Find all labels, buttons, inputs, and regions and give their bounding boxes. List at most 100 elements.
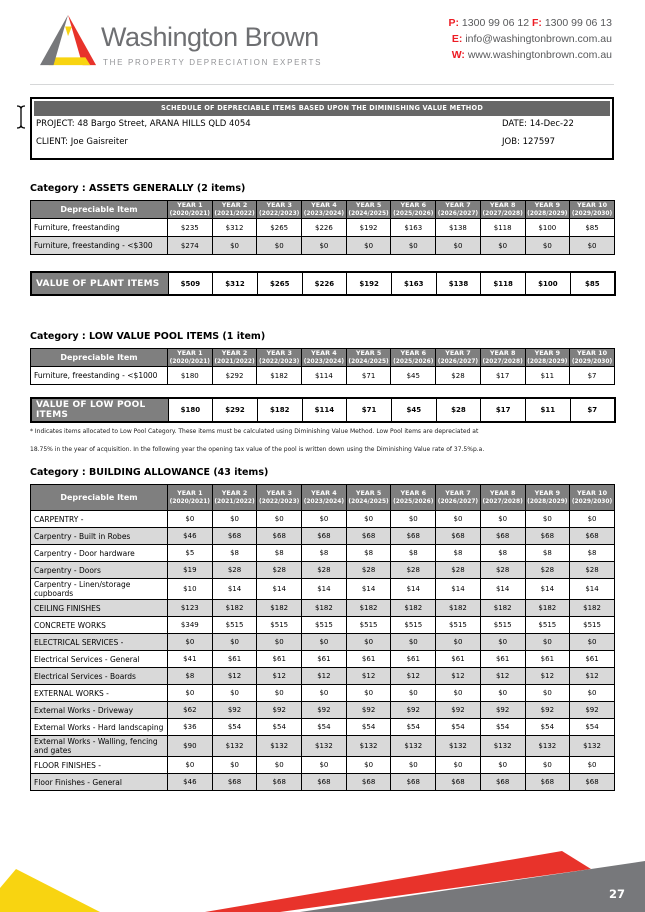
value-cell: $54 — [301, 718, 347, 736]
year-label: YEAR 7 — [445, 489, 471, 497]
value-cell: $12 — [479, 667, 526, 685]
value-cell: $0 — [167, 684, 213, 702]
year-range: (2024/2025) — [348, 359, 389, 365]
value-cell: $0 — [435, 756, 481, 774]
value-cell: $68 — [211, 527, 258, 545]
value-cell: $54 — [435, 718, 481, 736]
value-cell: $235 — [167, 218, 213, 237]
year-label: YEAR 6 — [400, 201, 427, 210]
value-cell: $46 — [167, 527, 213, 545]
value-cell: $349 — [167, 616, 213, 634]
value-cell: $515 — [524, 616, 571, 634]
year-label: YEAR 4 — [311, 201, 337, 210]
depreciable-item-cell: ELECTRICAL SERVICES - — [30, 633, 168, 651]
project-label: PROJECT: — [36, 119, 75, 129]
table-body: CARPENTRY - $0 $0 $0 $0 $0 $0 $0 $0 $0 $0 Carpentry… — [30, 510, 615, 791]
value-cell: $0 — [256, 236, 303, 255]
table-head: Depreciable Item YEAR 1 (2020/2021) YEAR 2 (… — [30, 484, 615, 511]
value-cell: $0 — [301, 684, 347, 702]
value-cell: $515 — [256, 616, 303, 634]
value-cell: $28 — [435, 561, 481, 579]
year-header-cell: YEAR 4 (2023/2024) — [301, 484, 347, 511]
value-cell: $14 — [435, 578, 481, 600]
year-range: (2023/2024) — [303, 359, 345, 365]
table-row: External Works - Hard landscaping $36 $54 $… — [30, 718, 615, 736]
value-cell: $0 — [390, 510, 437, 528]
value-cell: $182 — [256, 366, 303, 385]
value-cell: $68 — [435, 527, 481, 545]
year-label: YEAR 8 — [489, 201, 516, 210]
year-header-cell: YEAR 2 (2021/2022) — [211, 348, 258, 367]
total-value-cell: $71 — [346, 397, 392, 423]
year-range: (2023/2024) — [303, 211, 345, 217]
email-address: info@washingtonbrown.com.au — [465, 33, 612, 45]
value-cell: $68 — [524, 527, 571, 545]
value-cell: $0 — [345, 510, 392, 528]
value-cell: $61 — [301, 650, 347, 668]
year-header-cell: YEAR 3 (2022/2023) — [256, 484, 303, 511]
total-value-cell: $85 — [569, 271, 616, 296]
value-cell: $515 — [390, 616, 437, 634]
table-row: Carpentry - Linen/storage cupboards $10 $1… — [30, 578, 615, 600]
value-cell: $45 — [390, 366, 437, 385]
total-value-cell: $163 — [390, 271, 437, 296]
value-cell: $515 — [345, 616, 392, 634]
value-cell: $182 — [569, 599, 615, 617]
value-cell: $515 — [301, 616, 347, 634]
year-header-cell: YEAR 3 (2022/2023) — [256, 200, 303, 219]
web-label: W: — [451, 49, 465, 61]
value-cell: $5 — [167, 544, 213, 562]
value-cell: $0 — [569, 684, 615, 702]
value-cell: $10 — [167, 578, 213, 600]
depreciable-item-cell: CEILING FINISHES — [30, 599, 168, 617]
value-cell: $61 — [390, 650, 437, 668]
value-cell: $0 — [479, 756, 526, 774]
value-cell: $46 — [167, 773, 213, 791]
value-cell: $14 — [301, 578, 347, 600]
value-cell: $182 — [211, 599, 258, 617]
value-cell: $68 — [569, 527, 615, 545]
value-cell: $0 — [479, 236, 526, 255]
year-label: YEAR 1 — [177, 201, 203, 210]
total-value-cell: $28 — [435, 397, 482, 423]
value-cell: $132 — [211, 735, 258, 757]
value-cell: $0 — [390, 633, 437, 651]
value-cell: $12 — [301, 667, 347, 685]
year-header-cell: YEAR 1 (2020/2021) — [167, 484, 213, 511]
year-range: (2028/2029) — [527, 211, 568, 217]
value-cell: $90 — [167, 735, 213, 757]
value-cell: $28 — [301, 561, 347, 579]
value-cell: $68 — [256, 773, 303, 791]
total-value-cell: $182 — [256, 397, 303, 423]
value-cell: $92 — [345, 701, 392, 719]
value-cell: $515 — [569, 616, 615, 634]
value-cell: $118 — [479, 218, 526, 237]
table-row: CONCRETE WORKS $349 $515 $515 $515 $515 $515 $5… — [30, 616, 615, 634]
total-value-cell: $180 — [167, 397, 214, 423]
value-cell: $68 — [345, 527, 392, 545]
value-cell: $68 — [479, 527, 526, 545]
value-cell: $515 — [211, 616, 258, 634]
table-row: Electrical Services - Boards $8 $12 $12 $12 $… — [30, 667, 615, 685]
year-range: (2027/2028) — [482, 211, 523, 217]
table-row: Carpentry - Door hardware $5 $8 $8 $8 $8 $8 $8 $… — [30, 544, 615, 562]
value-cell: $0 — [167, 756, 213, 774]
depreciable-item-cell: External Works - Driveway — [30, 701, 168, 719]
contact-phone-fax: P: 1300 99 06 12 F: 1300 99 06 13 — [449, 15, 613, 31]
value-cell: $68 — [301, 773, 347, 791]
value-cell: $68 — [479, 773, 526, 791]
value-cell: $192 — [345, 218, 392, 237]
year-range: (2028/2029) — [527, 359, 568, 365]
client-name: Joe Gaisreiter — [70, 137, 128, 147]
value-cell: $0 — [524, 756, 571, 774]
value-cell: $61 — [569, 650, 615, 668]
year-range: (2022/2023) — [259, 499, 300, 505]
depreciable-item-cell: Carpentry - Door hardware — [30, 544, 168, 562]
year-range: (2020/2021) — [169, 499, 210, 505]
year-label: YEAR 7 — [445, 201, 471, 210]
value-cell: $0 — [211, 633, 258, 651]
year-header-cell: YEAR 2 (2021/2022) — [211, 200, 258, 219]
value-cell: $132 — [435, 735, 481, 757]
value-cell: $0 — [569, 633, 615, 651]
table-row: CEILING FINISHES $123 $182 $182 $182 $182 $182… — [30, 599, 615, 617]
